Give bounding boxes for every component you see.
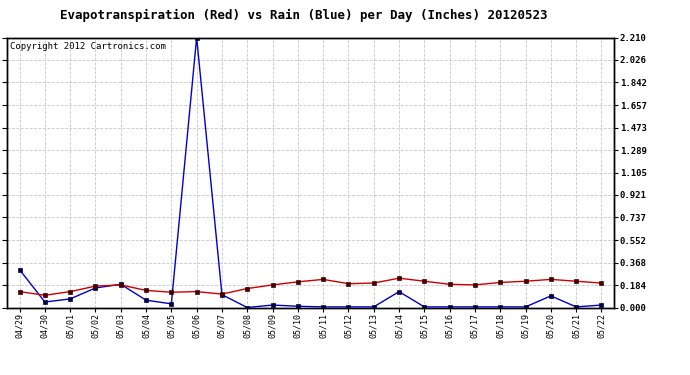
Text: Copyright 2012 Cartronics.com: Copyright 2012 Cartronics.com xyxy=(10,42,166,51)
Text: Evapotranspiration (Red) vs Rain (Blue) per Day (Inches) 20120523: Evapotranspiration (Red) vs Rain (Blue) … xyxy=(60,9,547,22)
